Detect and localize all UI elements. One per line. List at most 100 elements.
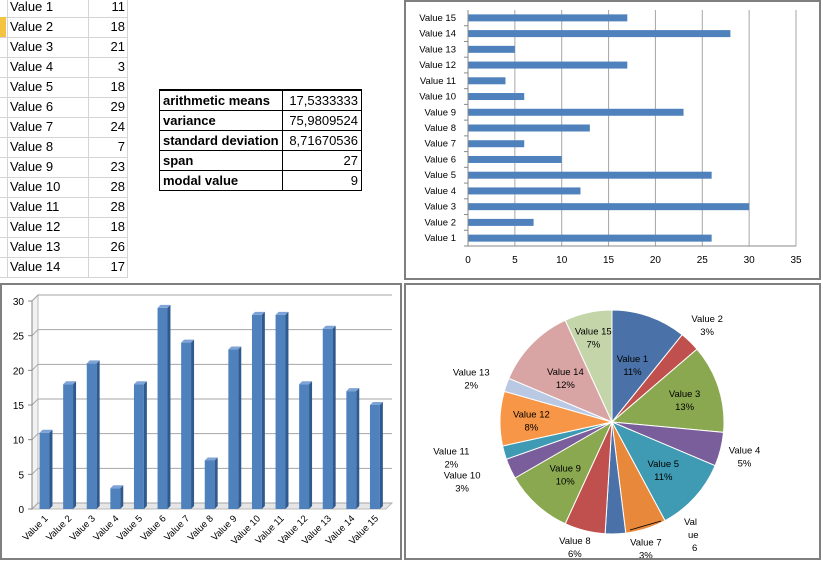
sheet-label-cell[interactable]: Value 8 (7, 137, 88, 157)
bar (468, 187, 581, 195)
bar (468, 108, 684, 116)
row-selection-marker (0, 77, 6, 97)
slice-name-label: Value 5 (648, 459, 680, 470)
category-label: Value 12 (419, 60, 456, 71)
slice-pct-label: 11% (623, 367, 642, 378)
stat-value: 9 (282, 170, 362, 191)
bar-side (120, 485, 124, 509)
sheet-value-cell[interactable]: 23 (88, 157, 128, 177)
sheet-label-cell[interactable]: Value 2 (7, 17, 88, 37)
stat-label: standard deviation (159, 130, 283, 151)
sheet-row[interactable]: Value 10 28 (0, 177, 128, 198)
sheet-label-cell[interactable]: Value 9 (7, 157, 88, 177)
row-selection-marker (0, 37, 6, 57)
gridline (31, 467, 392, 475)
bar (468, 124, 590, 132)
sheet-label-cell[interactable]: Value 1 (7, 0, 88, 17)
category-label: Value 4 (424, 186, 456, 197)
bar (299, 384, 310, 509)
bar-side (96, 360, 100, 509)
horizontal-bar-chart-panel[interactable]: 0 5 10 15 20 25 30 35 Value 1 Value 2 Value 3 Value… (404, 0, 821, 280)
row-selection-marker (0, 197, 6, 217)
slice-name-label: Value 12 (513, 410, 550, 421)
sheet-value-cell[interactable]: 3 (88, 57, 128, 77)
pie-slice (610, 348, 725, 433)
sheet-label-cell[interactable]: Value 13 (7, 237, 88, 257)
sheet-label-cell[interactable]: Value 4 (7, 57, 88, 77)
sheet-value-cell[interactable]: 17 (88, 257, 128, 277)
sheet-value-cell[interactable]: 7 (88, 137, 128, 157)
stat-label: modal value (159, 170, 283, 191)
bar-top (322, 325, 336, 329)
slice-pct-label: 5% (738, 458, 752, 469)
sheet-row[interactable]: Value 1 11 (0, 0, 128, 18)
sheet-value-cell[interactable]: 11 (88, 0, 128, 17)
bar-side (261, 311, 265, 509)
stats-row: variance 75,9809524 (159, 110, 362, 131)
sheet-label-cell[interactable]: Value 6 (7, 97, 88, 117)
bar (468, 61, 628, 69)
row-selection-marker (0, 137, 6, 157)
sheet-row[interactable]: Value 3 21 (0, 37, 128, 58)
slice-name-label: Value 13 (453, 367, 490, 378)
sheet-label-cell[interactable]: Value 14 (7, 257, 88, 277)
sheet-value-cell[interactable]: 21 (88, 37, 128, 57)
sheet-value-cell[interactable]: 18 (88, 17, 128, 37)
pie-slice (610, 420, 716, 522)
pie-slice (508, 319, 613, 423)
sheet-value-cell[interactable]: 26 (88, 237, 128, 257)
slice-pct-label: 2% (464, 380, 478, 391)
sheet-row[interactable]: Value 14 17 (0, 257, 128, 278)
y-tick-label: 0 (18, 505, 24, 516)
category-label: Value 13 (419, 44, 456, 55)
bar (204, 460, 215, 509)
bar (369, 405, 380, 509)
pie-slice (564, 309, 613, 423)
slice-pct-label: 2% (444, 459, 458, 470)
sheet-row[interactable]: Value 12 18 (0, 217, 128, 238)
sheet-row[interactable]: Value 13 26 (0, 237, 128, 258)
slice-name-label: Value 11 (433, 446, 469, 457)
sheet-value-cell[interactable]: 28 (88, 197, 128, 217)
y-tick-label: 30 (13, 297, 25, 308)
sheet-label-cell[interactable]: Value 7 (7, 117, 88, 137)
bar (157, 307, 168, 509)
stat-label: span (159, 150, 283, 171)
bar (346, 391, 357, 509)
sheet-value-cell[interactable]: 18 (88, 77, 128, 97)
pie-chart: Value 1 11% Value 2 3% Value 3 13% Value 4 5% Va… (433, 309, 760, 561)
bar-top (204, 457, 218, 461)
sheet-value-cell[interactable]: 18 (88, 217, 128, 237)
sheet-row[interactable]: Value 6 29 (0, 97, 128, 118)
bar (468, 45, 515, 53)
sheet-row[interactable]: Value 2 18 (0, 17, 128, 38)
bar-top (133, 381, 147, 385)
bar (39, 432, 50, 509)
sheet-label-cell[interactable]: Value 11 (7, 197, 88, 217)
bar (468, 218, 534, 226)
sheet-value-cell[interactable]: 29 (88, 97, 128, 117)
sheet-row[interactable]: Value 11 28 (0, 197, 128, 218)
category-label: Value 5 (424, 170, 456, 181)
stats-row: span 27 (159, 150, 362, 171)
sheet-row[interactable]: Value 7 24 (0, 117, 128, 138)
bar-side (214, 457, 218, 509)
sheet-row[interactable]: Value 5 18 (0, 77, 128, 98)
sheet-label-cell[interactable]: Value 3 (7, 37, 88, 57)
x-tick-label: 0 (465, 255, 471, 266)
vertical-bar-chart-panel[interactable]: 0 5 10 15 20 25 30 Value 1 Value 2 Value 3 Value 4… (0, 283, 402, 560)
sheet-value-cell[interactable]: 24 (88, 117, 128, 137)
sheet-row[interactable]: Value 9 23 (0, 157, 128, 178)
sheet-value-cell[interactable]: 28 (88, 177, 128, 197)
pie-chart-panel[interactable]: Value 1 11% Value 2 3% Value 3 13% Value 4 5% Va… (404, 283, 821, 561)
sheet-label-cell[interactable]: Value 12 (7, 217, 88, 237)
sheet-label-cell[interactable]: Value 5 (7, 77, 88, 97)
x-tick-label: 20 (650, 255, 662, 266)
sheet-label-cell[interactable]: Value 10 (7, 177, 88, 197)
bar (468, 203, 750, 211)
bar-side (379, 402, 383, 509)
category-label: Value 3 (424, 202, 456, 213)
